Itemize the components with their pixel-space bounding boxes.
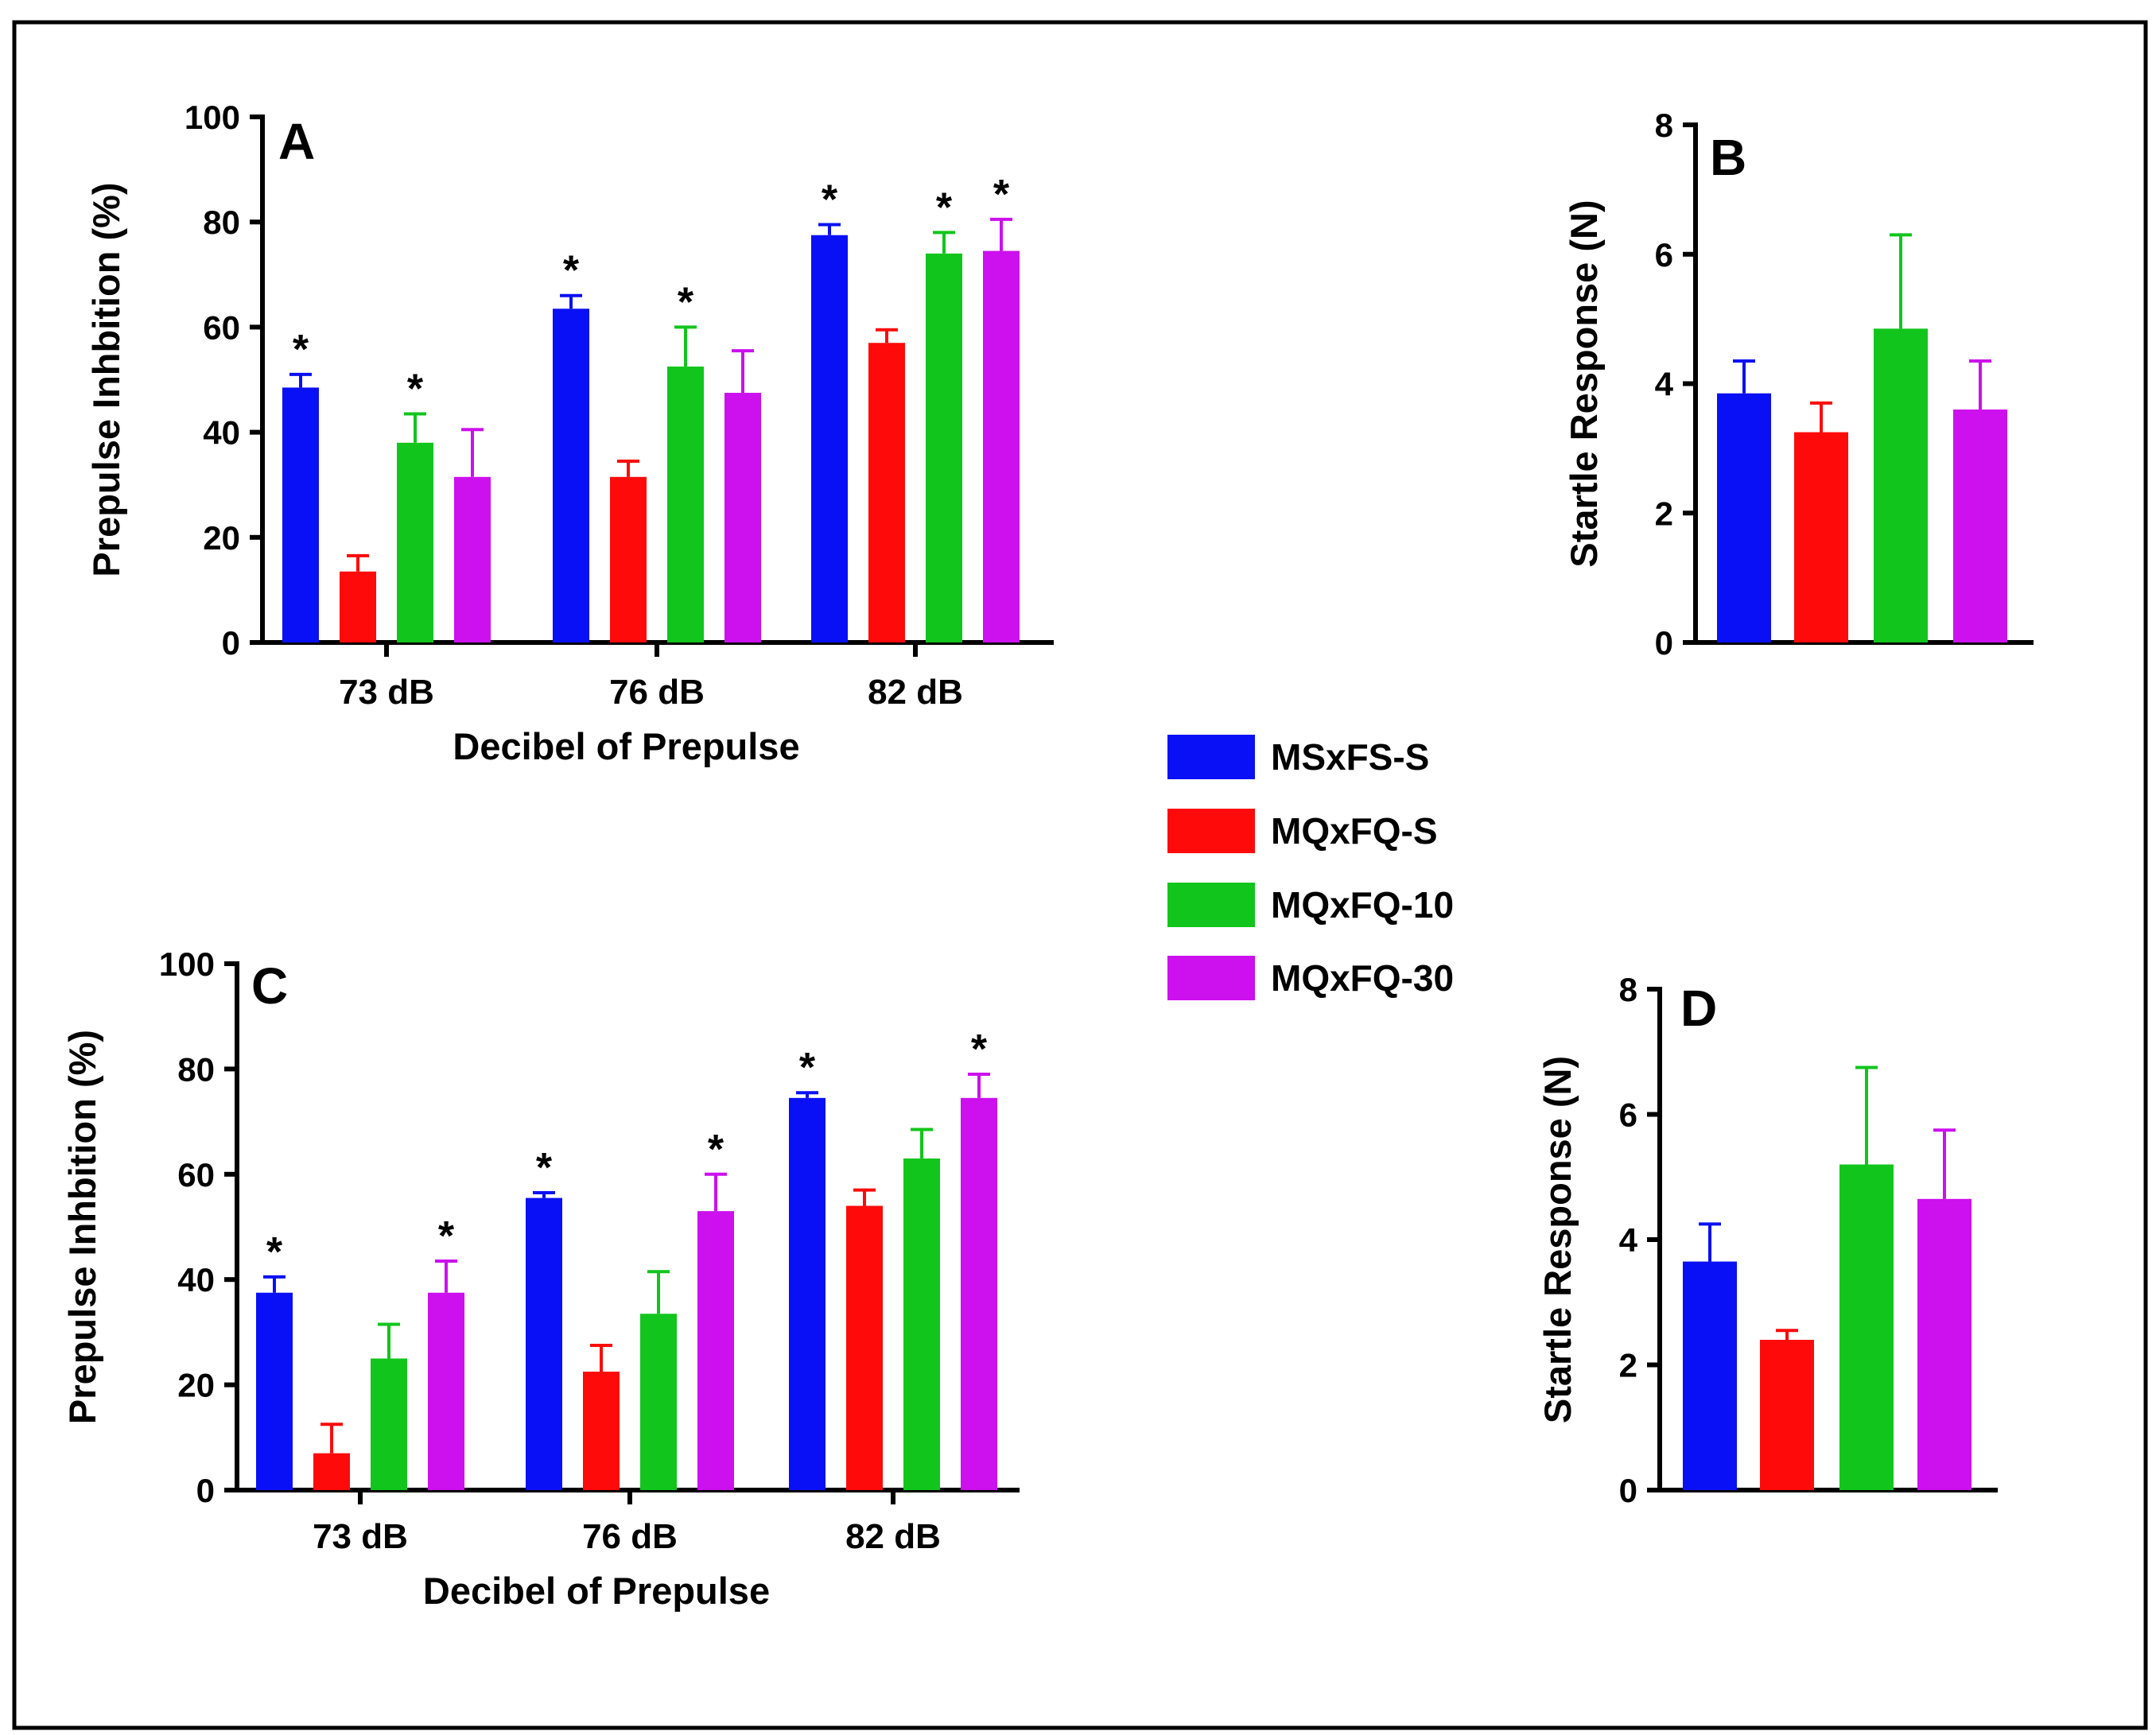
panel-d-bar-mqxfq-30: [1917, 1198, 1971, 1490]
panel-c-y-axis-title: Prepulse Inhbition (%): [61, 1030, 103, 1424]
panel-c-bar-mqxfq-30-76-db: [697, 1211, 734, 1490]
panel-a-bar-mqxfq-s-82-db: [868, 343, 905, 642]
panel-c-bar-mqxfq-30-73-db-significance-star: *: [438, 1213, 455, 1260]
panel-b-y-tick-label: 0: [1655, 624, 1673, 662]
panel-a-x-tick-label: 73 dB: [339, 673, 434, 712]
panel-c-x-tick-label: 76 dB: [582, 1517, 678, 1556]
panel-a-bar-mqxfq-10-82-db-significance-star: *: [936, 184, 953, 231]
panel-a-bar-mqxfq-s-73-db: [340, 571, 376, 642]
panel-c-x-axis-title: Decibel of Prepulse: [423, 1570, 770, 1612]
panel-b-chart: 0 2 4 6 8 Startle Response (N) B: [1563, 107, 2034, 662]
panel-a-bar-msxfs-s-76-db-significance-star: *: [563, 248, 580, 294]
panel-a-bar-msxfs-s-73-db: [282, 387, 319, 642]
panel-c-y-tick-label: 60: [177, 1156, 215, 1194]
panel-a-y-tick-label: 40: [203, 414, 240, 452]
panel-a-bar-mqxfq-10-76-db: [667, 366, 704, 642]
panel-c-y-tick-label: 80: [177, 1050, 215, 1088]
legend-label-mqxfq-30: MQxFQ-30: [1271, 957, 1454, 999]
panel-c-bar-msxfs-s-76-db-significance-star: *: [536, 1145, 553, 1191]
panel-d-y-tick-label: 8: [1619, 971, 1637, 1008]
panel-c-bar-mqxfq-10-73-db: [371, 1358, 407, 1490]
panel-d-chart: 0 2 4 6 8 Startle Response (N) D: [1536, 971, 1998, 1509]
panel-a-bar-mqxfq-10-73-db-significance-star: *: [407, 366, 424, 412]
panel-b-y-axis-title: Startle Response (N): [1563, 200, 1605, 567]
panel-d-y-tick-label: 2: [1619, 1347, 1637, 1384]
panel-c-chart: 0 20 40 60 80 100 Prepulse Inhbition (%) 73 dB *…: [61, 945, 1020, 1612]
panel-c-bar-mqxfq-30-76-db-significance-star: *: [708, 1127, 724, 1173]
panel-c-bar-mqxfq-30-82-db: [961, 1097, 997, 1490]
panel-a-bar-mqxfq-30-76-db: [724, 393, 761, 642]
panel-b-y-tick-label: 6: [1655, 236, 1673, 274]
panel-a-y-tick-label: 80: [203, 204, 240, 241]
panel-b-y-tick-label: 4: [1655, 366, 1674, 403]
panel-c-x-tick-label: 73 dB: [313, 1517, 408, 1556]
panel-a-y-tick-label: 60: [203, 309, 240, 346]
panel-a-bar-mqxfq-30-82-db-significance-star: *: [993, 172, 1010, 218]
panel-b-bar-mqxfq-s: [1794, 432, 1848, 642]
panel-b-y-tick-label: 8: [1655, 107, 1673, 144]
panel-a-bar-mqxfq-10-76-db-significance-star: *: [678, 279, 694, 325]
panel-d-bar-mqxfq-10: [1839, 1164, 1894, 1490]
panel-c-bar-msxfs-s-82-db-significance-star: *: [799, 1045, 816, 1091]
panel-c-label: C: [251, 957, 288, 1015]
panel-b-bar-msxfs-s: [1717, 393, 1771, 642]
panel-d-bar-mqxfq-s: [1760, 1340, 1814, 1490]
panel-c-y-tick-label: 20: [177, 1367, 215, 1404]
panel-a-y-tick-label: 20: [203, 519, 240, 557]
panel-c-bar-mqxfq-s-82-db: [846, 1205, 883, 1490]
panel-a-x-tick-label: 76 dB: [609, 673, 705, 712]
panel-c-bar-msxfs-s-73-db: [256, 1292, 293, 1490]
panel-c-y-tick-label: 0: [196, 1472, 215, 1509]
panel-c-bar-msxfs-s-73-db-significance-star: *: [266, 1229, 283, 1275]
panel-a-chart: 0 20 40 60 80 100 Prepulse Inhbition (%) 73 dB *…: [85, 99, 1054, 767]
panel-c-y-tick-label: 40: [177, 1261, 215, 1298]
panel-c-bar-mqxfq-30-73-db: [428, 1292, 464, 1490]
panel-a-bar-msxfs-s-73-db-significance-star: *: [293, 327, 309, 373]
panel-a-bar-mqxfq-10-82-db: [926, 253, 962, 642]
panel-b-y-tick-label: 2: [1655, 495, 1673, 532]
legend-swatch-mqxfq-s: [1167, 809, 1255, 853]
panel-a-bar-mqxfq-30-73-db: [454, 476, 491, 642]
panel-a-y-tick-label: 100: [185, 99, 240, 136]
legend-swatch-mqxfq-10: [1167, 883, 1255, 927]
panel-c-x-tick-label: 82 dB: [845, 1517, 941, 1556]
panel-d-bar-msxfs-s: [1683, 1261, 1737, 1490]
panel-a-bar-msxfs-s-82-db-significance-star: *: [822, 177, 838, 223]
legend-swatch-mqxfq-30: [1167, 956, 1255, 1000]
panel-a-y-axis-title: Prepulse Inhbition (%): [85, 182, 127, 576]
figure-frame: [12, 20, 2148, 1730]
panel-c-bar-mqxfq-10-76-db: [640, 1314, 677, 1490]
panel-c-bar-mqxfq-s-76-db: [583, 1372, 620, 1490]
panel-c-bar-msxfs-s-82-db: [789, 1097, 825, 1490]
panel-a-x-axis-title: Decibel of Prepulse: [453, 725, 799, 767]
panel-a-x-tick-label: 82 dB: [868, 673, 963, 712]
panel-c-bar-mqxfq-s-73-db: [313, 1453, 350, 1490]
panel-c-y-tick-label: 100: [159, 945, 215, 983]
panel-c-bar-mqxfq-10-82-db: [903, 1158, 940, 1490]
panel-d-y-axis-title: Startle Response (N): [1536, 1056, 1579, 1423]
panel-c-bar-mqxfq-30-82-db-significance-star: *: [971, 1027, 988, 1073]
legend-label-mqxfq-10: MQxFQ-10: [1271, 884, 1454, 926]
legend-label-mqxfq-s: MQxFQ-S: [1271, 810, 1438, 852]
legend-swatch-msxfs-s: [1167, 735, 1255, 779]
panel-a-bar-mqxfq-10-73-db: [397, 442, 433, 642]
panel-a-label: A: [278, 113, 315, 170]
legend-label-msxfs-s: MSxFS-S: [1271, 736, 1429, 778]
panel-d-y-tick-label: 4: [1619, 1221, 1638, 1259]
panel-a-bar-mqxfq-s-76-db: [610, 476, 647, 642]
panel-a-bar-mqxfq-30-82-db: [983, 250, 1020, 642]
panel-c-bar-msxfs-s-76-db: [526, 1197, 562, 1490]
panel-a-bar-msxfs-s-82-db: [811, 235, 848, 643]
panel-d-label: D: [1680, 980, 1717, 1037]
panel-b-bar-mqxfq-10: [1874, 328, 1928, 642]
panel-d-y-tick-label: 6: [1619, 1097, 1637, 1134]
panel-a-y-tick-label: 0: [222, 624, 240, 662]
panel-a-bar-msxfs-s-76-db: [553, 309, 589, 642]
panel-d-y-tick-label: 0: [1619, 1472, 1637, 1509]
panel-b-label: B: [1710, 129, 1746, 186]
legend: MSxFS-S MQxFQ-S MQxFQ-10 MQxFQ-30: [1167, 735, 1454, 1000]
panel-b-bar-mqxfq-30: [1953, 409, 2007, 642]
